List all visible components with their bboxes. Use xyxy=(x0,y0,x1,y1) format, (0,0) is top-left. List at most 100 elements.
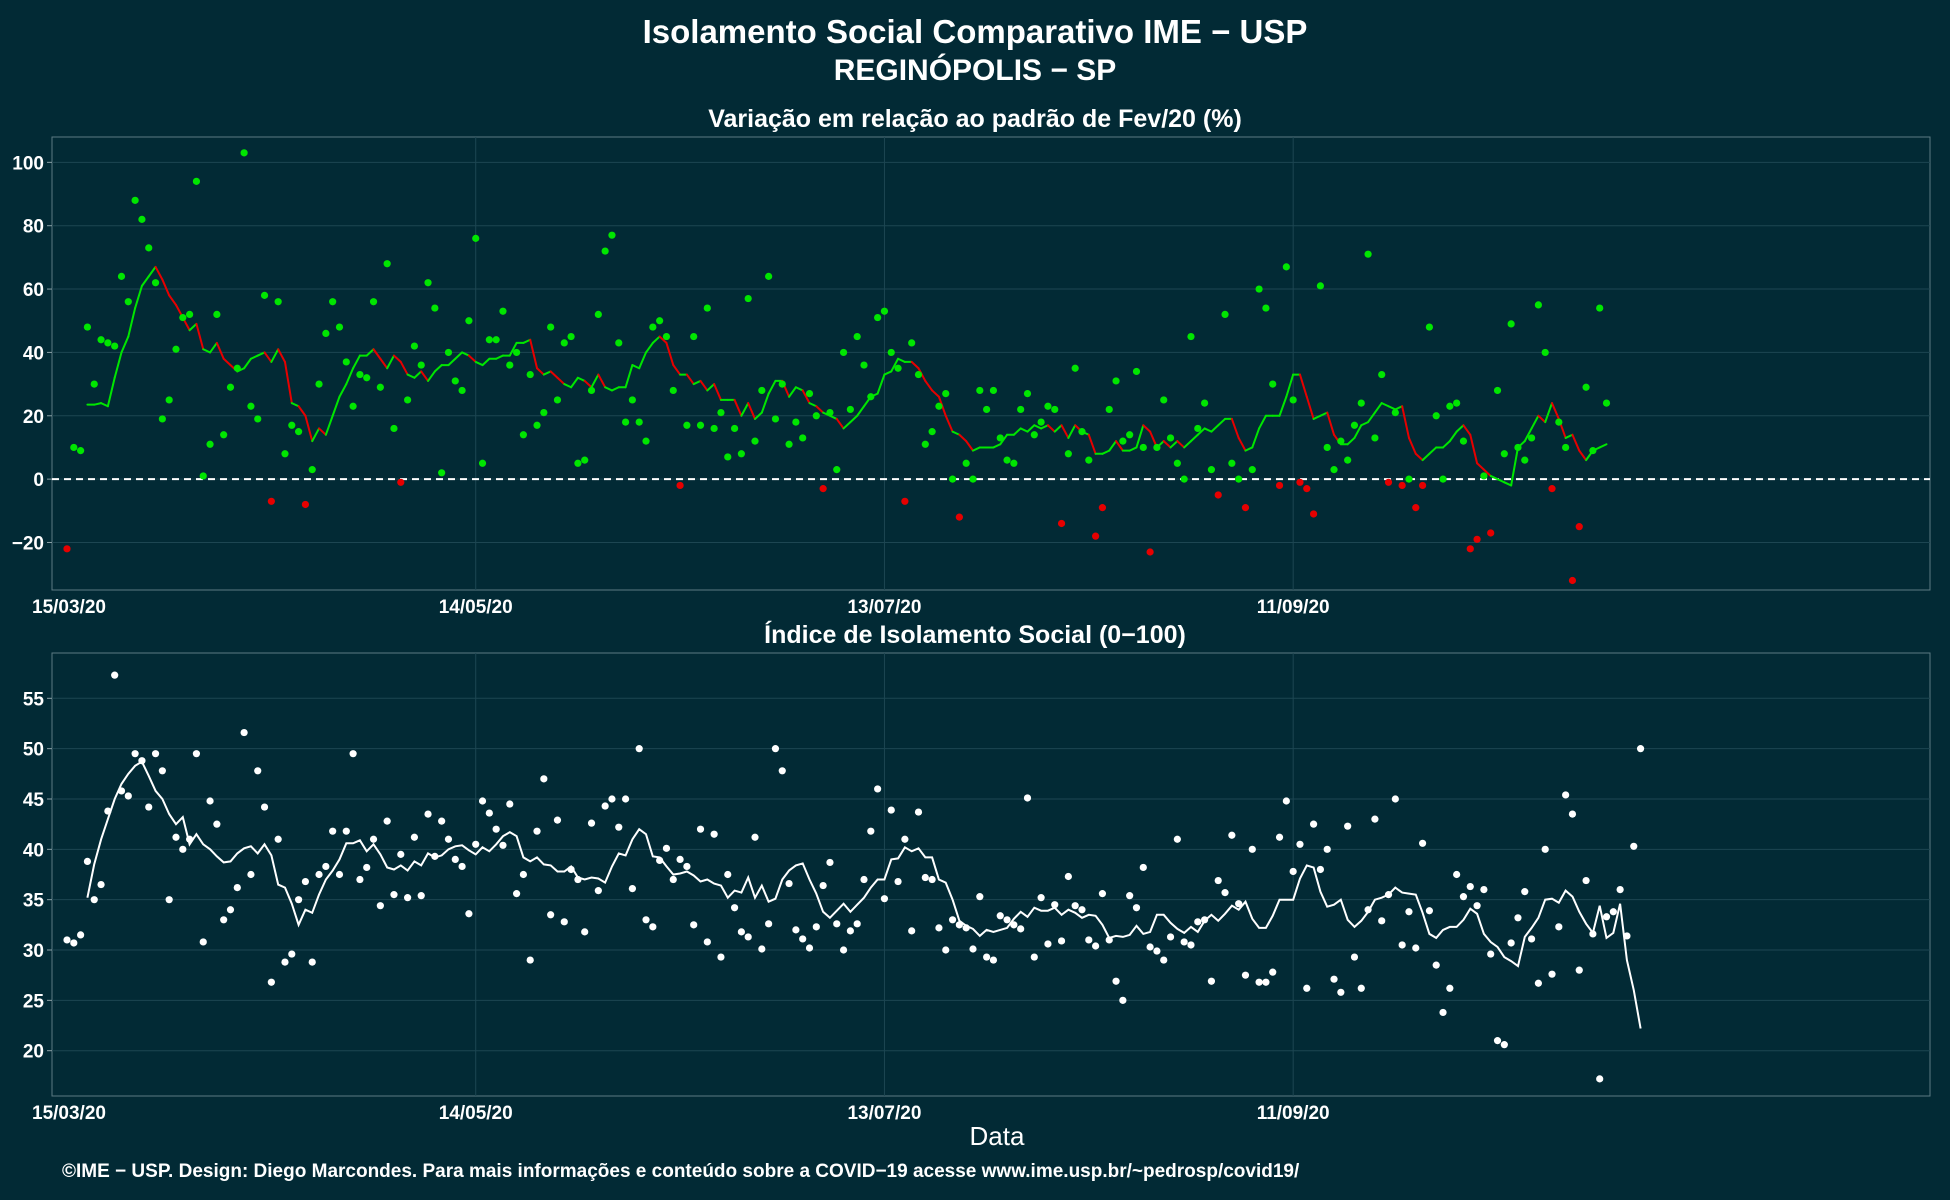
data-point xyxy=(390,424,398,433)
data-point xyxy=(363,863,371,872)
data-point xyxy=(921,873,929,882)
y-tick-label: 30 xyxy=(23,941,44,962)
moving-average-segment xyxy=(1012,427,1022,436)
data-point xyxy=(90,896,98,904)
data-point xyxy=(621,418,630,426)
data-point xyxy=(1596,1075,1604,1083)
x-tick-label: 11/09/20 xyxy=(1257,597,1330,618)
data-point xyxy=(799,935,807,943)
moving-average-segment xyxy=(100,402,109,408)
data-point xyxy=(192,750,201,758)
moving-average-segment xyxy=(1046,424,1056,433)
data-point xyxy=(914,370,923,379)
data-point xyxy=(322,862,330,871)
data-point xyxy=(1412,944,1420,952)
data-point xyxy=(1255,285,1263,293)
data-point xyxy=(1201,399,1209,407)
data-point xyxy=(186,835,194,843)
data-point xyxy=(717,953,725,961)
data-point xyxy=(1568,810,1577,818)
data-point xyxy=(996,912,1004,920)
data-point xyxy=(1371,815,1379,823)
data-point xyxy=(356,370,364,379)
moving-average-segment xyxy=(713,383,722,401)
moving-average-segment xyxy=(1101,449,1111,455)
moving-average-segment xyxy=(1176,440,1186,449)
data-point xyxy=(1589,447,1597,455)
data-point xyxy=(1248,466,1256,474)
data-point xyxy=(1432,412,1440,420)
data-point xyxy=(1255,978,1263,986)
data-point xyxy=(601,247,609,255)
data-point xyxy=(288,950,296,958)
moving-average-segment xyxy=(467,354,477,363)
data-point xyxy=(111,342,119,350)
data-point xyxy=(737,450,745,458)
moving-average-segment xyxy=(549,370,559,379)
data-point xyxy=(240,728,248,737)
data-point xyxy=(717,409,725,417)
data-point xyxy=(1003,456,1011,464)
moving-average-segment xyxy=(1407,436,1417,455)
moving-average-segment xyxy=(508,341,518,357)
data-point xyxy=(1562,791,1570,799)
chart-title-line2: REGINÓPOLIS − SP xyxy=(834,53,1117,87)
data-point xyxy=(1010,921,1018,929)
data-point xyxy=(587,386,596,395)
data-point xyxy=(438,469,446,477)
data-point xyxy=(431,852,439,860)
data-point xyxy=(240,149,248,157)
data-point xyxy=(1153,443,1161,452)
data-point xyxy=(1275,481,1284,490)
moving-average-segment xyxy=(304,414,314,443)
data-point xyxy=(1555,418,1563,426)
moving-average-segment xyxy=(372,348,382,360)
data-point xyxy=(962,924,970,932)
data-point xyxy=(860,875,868,884)
moving-average-segment xyxy=(835,417,845,430)
data-point xyxy=(601,802,609,810)
moving-average-segment xyxy=(134,284,143,310)
data-point xyxy=(213,820,221,828)
data-point xyxy=(1037,894,1045,902)
moving-average-segment xyxy=(1189,433,1199,443)
data-point xyxy=(1602,399,1611,407)
data-point xyxy=(70,939,78,947)
data-point xyxy=(499,841,507,849)
moving-average-segment xyxy=(202,348,212,354)
moving-average-segment xyxy=(965,440,974,452)
data-point xyxy=(1391,409,1399,417)
data-point xyxy=(1228,459,1236,467)
moving-average-segment xyxy=(631,364,641,370)
data-point xyxy=(710,424,718,433)
data-point xyxy=(424,279,432,287)
data-point xyxy=(1262,978,1270,986)
moving-average-segment xyxy=(1087,433,1097,455)
data-point xyxy=(1371,434,1379,442)
data-point xyxy=(356,875,364,884)
moving-average-segment xyxy=(1489,474,1499,481)
data-point xyxy=(1582,383,1590,391)
data-point xyxy=(785,879,793,888)
data-point xyxy=(417,892,425,900)
moving-average-segment xyxy=(1060,424,1070,439)
data-point xyxy=(335,870,344,879)
data-point xyxy=(1173,835,1181,843)
data-point xyxy=(1309,510,1318,518)
moving-average-segment xyxy=(1401,405,1410,439)
data-point xyxy=(1616,886,1624,894)
data-point xyxy=(329,827,337,835)
y-tick-label: 80 xyxy=(23,217,44,238)
data-point xyxy=(983,953,991,961)
moving-average-segment xyxy=(1428,446,1438,455)
data-point xyxy=(1357,984,1365,992)
data-point xyxy=(322,329,330,338)
moving-average-segment xyxy=(1162,440,1172,449)
moving-average-segment xyxy=(1530,414,1540,430)
moving-average-segment xyxy=(290,402,300,408)
data-point xyxy=(1514,443,1522,452)
moving-average-segment xyxy=(842,421,852,430)
moving-average-segment xyxy=(420,370,430,382)
x-tick-label: 11/09/20 xyxy=(1257,1103,1330,1124)
data-point xyxy=(628,884,636,893)
